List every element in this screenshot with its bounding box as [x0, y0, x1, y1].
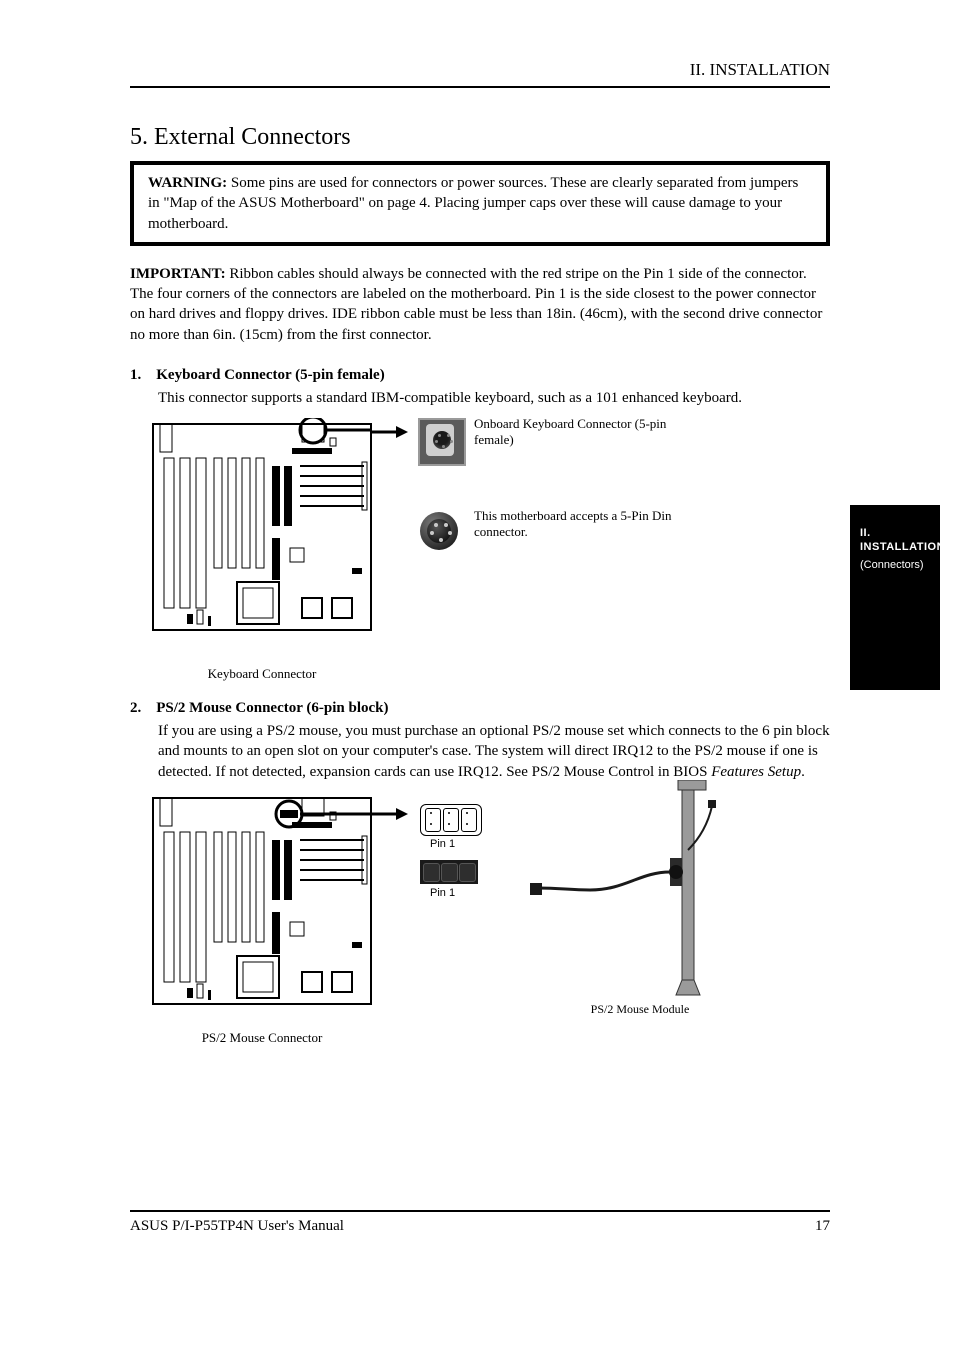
item1-figure: Onboard Keyboard Connector (5-pin female…: [130, 418, 830, 678]
important-body: Ribbon cables should always be connected…: [130, 266, 822, 343]
item2-body-tail: .: [801, 764, 805, 780]
section-title: 5. External Connectors: [130, 124, 830, 151]
ps2-header-photo: [420, 860, 478, 884]
ps2-pinout-diagram: [420, 804, 482, 836]
keyboard-plug-label: This motherboard accepts a 5-Pin Din con…: [474, 508, 704, 540]
item1-head: 1. Keyboard Connector (5-pin female): [130, 367, 830, 384]
item1-body: This connector supports a standard IBM-c…: [130, 388, 830, 408]
item1-number: 1.: [130, 367, 141, 383]
motherboard-diagram-2: [152, 792, 372, 1012]
item2-figure: Pin 1 Pin 1 PS/2 Mouse Module PS/2 M: [130, 792, 830, 1042]
item2-title: PS/2 Mouse Connector (6-pin block): [156, 700, 388, 716]
item2-number: 2.: [130, 700, 141, 716]
side-tab-line1: II. INSTALLATION: [860, 527, 940, 555]
footer-page-number: 17: [815, 1218, 830, 1235]
warning-box: WARNING: Some pins are used for connecto…: [130, 161, 830, 246]
item1-caption: Keyboard Connector: [152, 666, 372, 682]
keyboard-plug-illustration: [416, 508, 464, 556]
ps2-bracket-label: PS/2 Mouse Module: [560, 1002, 720, 1017]
important-paragraph: IMPORTANT: Ribbon cables should always b…: [130, 264, 830, 345]
footer-product: ASUS P/I-P55TP4N User's Manual: [130, 1218, 344, 1235]
arrow-2-icon: [372, 806, 412, 826]
motherboard-diagram-1: [152, 418, 372, 638]
pin1-label-photo: Pin 1: [430, 887, 455, 899]
keyboard-connector-label: Onboard Keyboard Connector (5-pin female…: [474, 416, 674, 448]
warning-label: WARNING:: [148, 175, 231, 191]
item2-head: 2. PS/2 Mouse Connector (6-pin block): [130, 700, 830, 717]
header-right: II. INSTALLATION: [130, 60, 830, 80]
item2-features-ref: Features Setup: [711, 764, 801, 780]
ps2-bracket-illustration: [530, 780, 730, 1010]
important-label: IMPORTANT:: [130, 266, 229, 282]
footer: ASUS P/I-P55TP4N User's Manual 17: [130, 1210, 830, 1235]
arrow-1-icon: [372, 424, 412, 444]
footer-rule: [130, 1210, 830, 1212]
item2-body: If you are using a PS/2 mouse, you must …: [130, 721, 830, 782]
item2-caption: PS/2 Mouse Connector: [152, 1030, 372, 1046]
pin1-label-diagram: Pin 1: [430, 838, 455, 850]
side-tab-line2: (Connectors): [860, 559, 940, 573]
warning-body: Some pins are used for connectors or pow…: [148, 175, 798, 232]
header-rule: [130, 86, 830, 88]
keyboard-connector-photo: [418, 418, 466, 471]
item1-title: Keyboard Connector (5-pin female): [156, 367, 384, 383]
side-tab: II. INSTALLATION (Connectors): [850, 505, 940, 690]
